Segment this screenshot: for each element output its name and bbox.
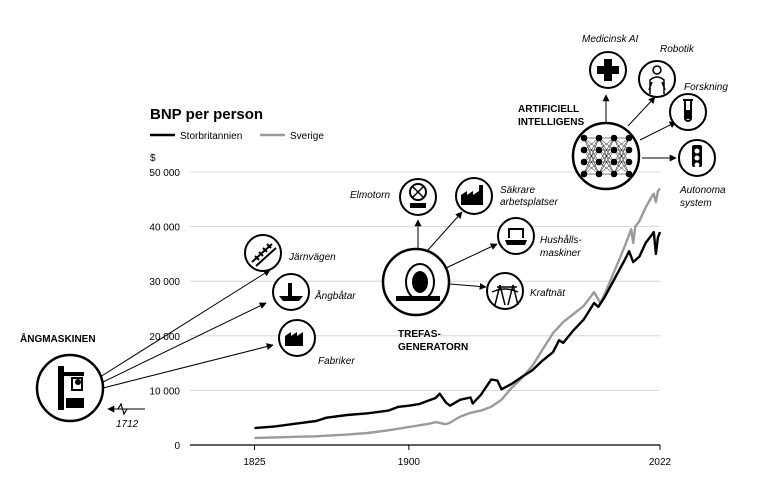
electric-motor-icon <box>399 178 437 216</box>
robotics-label: Robotik <box>660 44 695 55</box>
electric-motor-label: Elmotorn <box>350 190 390 201</box>
appliances-label-line1: Hushålls- <box>540 234 582 246</box>
neuron-node <box>625 170 633 178</box>
steam-engine-drawing <box>58 366 84 410</box>
robotics-icon <box>638 60 676 98</box>
steam-engine-icon <box>35 353 105 423</box>
neuron-node <box>580 170 588 178</box>
y-tick-labels: 0 10 000 20 000 30 000 40 000 50 000 <box>149 168 180 452</box>
x-tick-label: 1825 <box>243 457 266 468</box>
factory-label: Fabriker <box>318 356 355 367</box>
series-line-sverige <box>254 187 661 440</box>
neuron-node <box>610 134 618 142</box>
ai-annotation: ARTIFICIELL INTELLIGENS Medicinsk AI Rob… <box>518 34 728 209</box>
neuron-node <box>610 158 618 166</box>
power-grid-label: Kraftnät <box>530 288 566 299</box>
neuron-node <box>625 158 633 166</box>
ai-heading-line1: ARTIFICIELL <box>518 104 579 115</box>
neuron-node <box>595 170 603 178</box>
generator-heading-line2: GENERATORN <box>398 342 468 353</box>
x-tick-label: 1900 <box>398 457 421 468</box>
safer-workplaces-label-line2: arbetsplatser <box>500 197 558 208</box>
ai-heading-line2: INTELLIGENS <box>518 117 584 128</box>
railway-label: Järnvägen <box>288 252 336 263</box>
autonomous-systems-label-line2: system <box>680 198 712 209</box>
neuron-node <box>595 158 603 166</box>
medical-ai-label: Medicinsk AI <box>582 34 639 45</box>
neuron-node <box>580 134 588 142</box>
y-tick-label: 10 000 <box>149 386 180 397</box>
steam-engine-heading: ÅNGMASKINEN <box>20 332 96 345</box>
legend-label-sverige: Sverige <box>290 131 324 142</box>
neuron-node <box>610 146 618 154</box>
series-lines <box>254 187 662 440</box>
appliances-label-line2: maskiner <box>540 248 581 259</box>
safer-workplaces-label-line1: Säkrare <box>500 185 535 196</box>
neuron-node <box>625 146 633 154</box>
x-tick-labels: 1825 1900 2022 <box>243 445 672 468</box>
appliances-icon <box>497 217 535 255</box>
neural-net-drawing <box>580 134 633 178</box>
y-tick-label: 0 <box>174 441 180 452</box>
y-axis-unit: $ <box>150 153 156 164</box>
autonomous-systems-label-line1: Autonoma <box>679 185 726 196</box>
x-tick-label: 2022 <box>649 457 672 468</box>
y-tick-label: 30 000 <box>149 277 180 288</box>
steam-engine-annotation: ÅNGMASKINEN 1712 Järnvägen Ångbåtar Fabr… <box>20 234 356 430</box>
steam-engine-year: 1712 <box>116 419 139 430</box>
generator-annotation: TREFAS- GENERATORN Elmotorn Säkrare arbe… <box>350 177 582 353</box>
y-tick-label: 40 000 <box>149 223 180 234</box>
neuron-node <box>610 170 618 178</box>
neuron-node <box>595 134 603 142</box>
generator-heading-line1: TREFAS- <box>398 329 441 340</box>
ai-icon <box>571 121 641 191</box>
y-tick-label: 50 000 <box>149 168 180 179</box>
neuron-node <box>580 158 588 166</box>
y-tick-label: 20 000 <box>149 332 180 343</box>
chart-title: BNP per person <box>150 106 263 123</box>
neuron-node <box>595 146 603 154</box>
series-line-storbritannien <box>254 230 662 430</box>
research-label: Forskning <box>684 82 728 93</box>
neuron-node <box>580 146 588 154</box>
steamboat-label: Ångbåtar <box>314 289 356 302</box>
neuron-node <box>625 134 633 142</box>
legend-label-storbritannien: Storbritannien <box>180 131 242 142</box>
